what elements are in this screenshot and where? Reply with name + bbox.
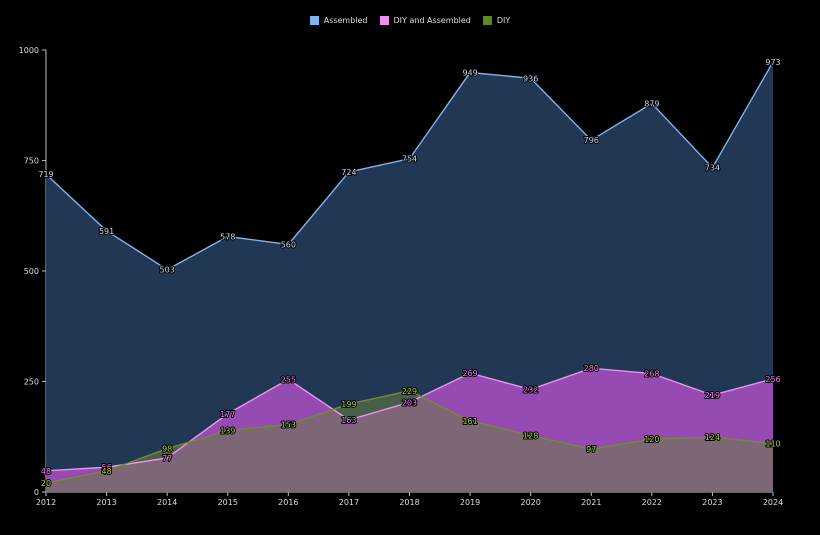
data-label-diy: 128 — [523, 431, 538, 440]
data-label-diy-and-assembled: 255 — [281, 375, 296, 384]
data-label-diy-and-assembled: 269 — [462, 369, 477, 378]
data-label-assembled: 936 — [523, 74, 538, 83]
data-label-diy: 48 — [101, 467, 111, 476]
x-tick-label: 2013 — [96, 498, 116, 507]
data-label-diy-and-assembled: 280 — [584, 364, 599, 373]
x-tick-label: 2019 — [460, 498, 480, 507]
legend-item-assembled[interactable]: Assembled — [309, 16, 368, 25]
y-tick-label: 250 — [24, 378, 39, 387]
x-tick-label: 2014 — [157, 498, 177, 507]
data-label-diy-and-assembled: 268 — [644, 370, 659, 379]
line-diy-and-assembled — [45, 367, 774, 472]
legend-item-diy-and-assembled[interactable]: DIY and Assembled — [379, 16, 471, 25]
data-label-diy-and-assembled: 56 — [101, 463, 111, 472]
data-label-diy: 20 — [41, 479, 51, 488]
line-assembled — [45, 61, 774, 271]
y-tick-label: 1000 — [19, 46, 39, 55]
data-label-assembled: 754 — [402, 155, 417, 164]
data-label-diy: 110 — [765, 439, 780, 448]
x-tick-label: 2018 — [399, 498, 419, 507]
data-label-diy-and-assembled: 219 — [705, 391, 720, 400]
legend: Assembled DIY and Assembled DIY — [0, 16, 820, 25]
data-label-diy: 139 — [220, 427, 235, 436]
x-tick-label: 2012 — [36, 498, 56, 507]
x-tick-label: 2023 — [702, 498, 722, 507]
data-label-diy: 153 — [281, 420, 296, 429]
x-tick-label: 2021 — [581, 498, 601, 507]
data-label-diy-and-assembled: 48 — [41, 467, 51, 476]
area-diy — [46, 390, 773, 492]
data-label-assembled: 724 — [341, 168, 356, 177]
data-label-assembled: 719 — [38, 170, 53, 179]
data-label-diy: 229 — [402, 387, 417, 396]
legend-swatch-assembled — [309, 16, 319, 25]
data-label-diy-and-assembled: 177 — [220, 410, 235, 419]
legend-label-diy: DIY — [496, 16, 511, 25]
x-tick-label: 2020 — [520, 498, 540, 507]
data-label-assembled: 734 — [705, 164, 720, 173]
legend-swatch-diy-and-assembled — [379, 16, 389, 25]
data-label-assembled: 949 — [462, 69, 477, 78]
line-diy — [45, 390, 774, 484]
data-label-assembled: 796 — [584, 136, 599, 145]
legend-item-diy[interactable]: DIY — [482, 16, 511, 25]
x-tick-label: 2016 — [278, 498, 298, 507]
data-label-diy: 199 — [341, 400, 356, 409]
data-label-diy-and-assembled: 232 — [523, 385, 538, 394]
data-label-assembled: 973 — [765, 58, 780, 67]
data-label-diy-and-assembled: 203 — [402, 398, 417, 407]
x-tick-label: 2022 — [642, 498, 662, 507]
data-label-assembled: 591 — [99, 227, 114, 236]
data-label-diy-and-assembled: 256 — [765, 375, 780, 384]
data-label-diy: 120 — [644, 435, 659, 444]
data-label-assembled: 578 — [220, 233, 235, 242]
x-tick-label: 2017 — [339, 498, 359, 507]
x-tick-label: 2015 — [218, 498, 238, 507]
data-label-diy: 98 — [162, 445, 172, 454]
data-label-diy-and-assembled: 163 — [341, 416, 356, 425]
data-label-assembled: 560 — [281, 240, 296, 249]
legend-swatch-diy — [482, 16, 492, 25]
y-tick-label: 500 — [24, 267, 39, 276]
x-tick-label: 2024 — [763, 498, 783, 507]
data-label-assembled: 503 — [160, 266, 175, 275]
data-label-assembled: 879 — [644, 99, 659, 108]
data-label-diy-and-assembled: 77 — [162, 454, 172, 463]
legend-label-assembled: Assembled — [323, 16, 368, 25]
y-tick-label: 0 — [34, 488, 39, 497]
data-label-diy: 124 — [705, 433, 720, 442]
y-tick-label: 750 — [24, 157, 39, 166]
data-label-diy: 161 — [462, 417, 477, 426]
data-label-diy: 97 — [586, 445, 596, 454]
legend-label-diy-and-assembled: DIY and Assembled — [393, 16, 471, 25]
